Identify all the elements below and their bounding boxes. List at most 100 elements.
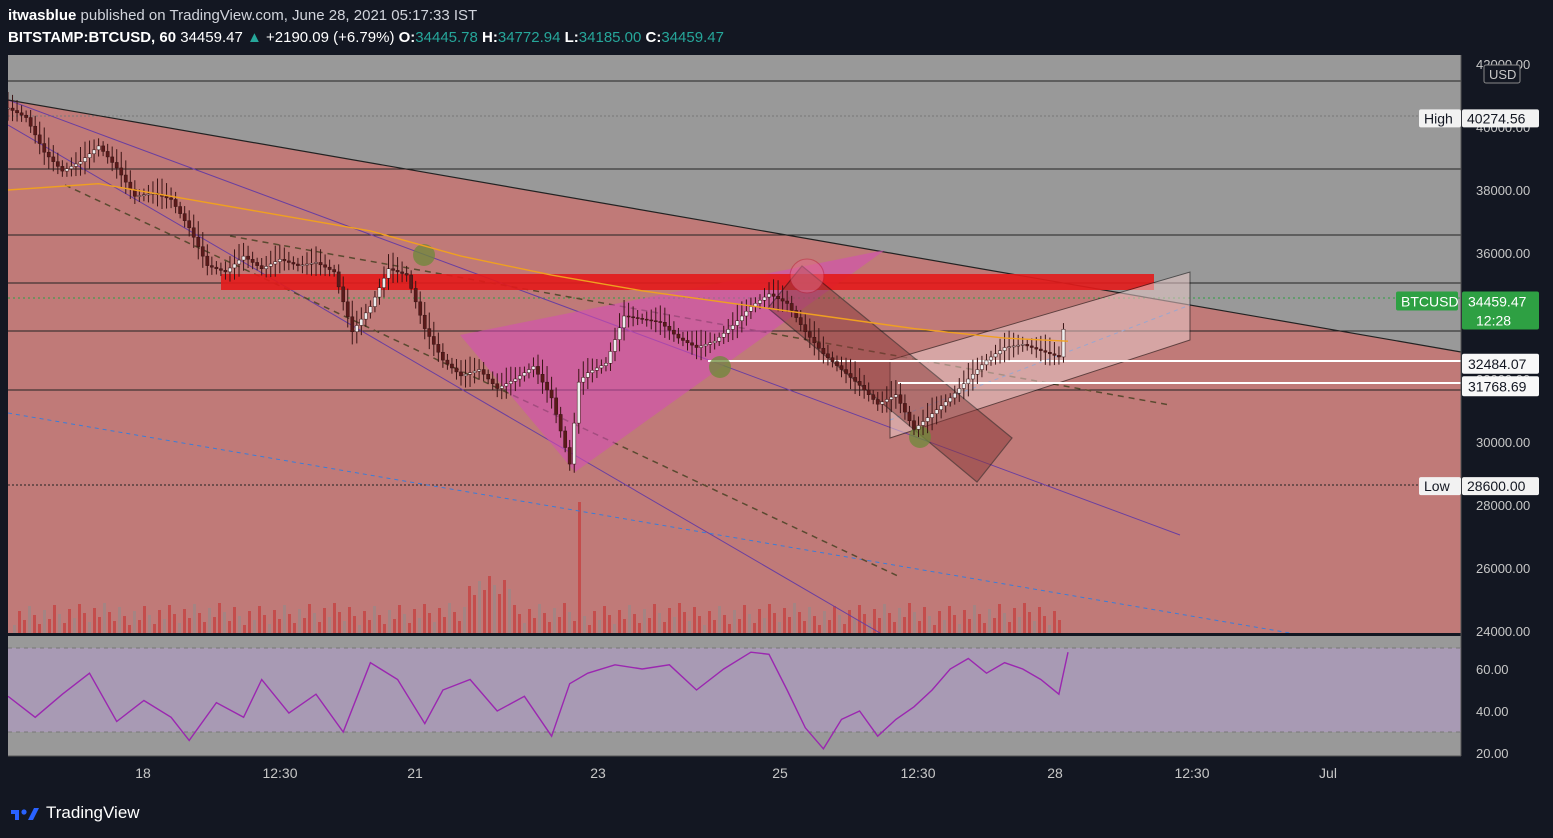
candle-body: [739, 315, 744, 321]
candle-body: [291, 262, 296, 265]
brand[interactable]: TradingView: [10, 803, 140, 823]
candle-body: [780, 298, 785, 302]
volume-bar: [953, 615, 956, 633]
candle-body: [608, 351, 613, 364]
rising-channel: [889, 271, 1191, 439]
volume-bar: [183, 609, 186, 633]
candle-body: [785, 300, 789, 304]
candle-body: [495, 383, 500, 389]
low-value: 34185.00: [578, 29, 642, 46]
price-tick-label: 28000.00: [1476, 498, 1530, 513]
volume-bar: [13, 625, 16, 633]
volume-bar: [988, 609, 991, 633]
candle-body: [554, 397, 558, 415]
candle-body: [1007, 346, 1011, 348]
candle-body: [912, 420, 916, 430]
last-price-value: 34459.47: [1468, 294, 1527, 310]
volume-bar: [703, 625, 706, 633]
candle-body: [980, 364, 984, 370]
candle-body: [585, 372, 590, 378]
candle-body: [866, 389, 871, 395]
volume-bar: [263, 615, 266, 633]
candle-body: [350, 316, 355, 333]
candle-body: [907, 411, 912, 421]
candle-body: [445, 359, 450, 365]
candle-body: [667, 325, 672, 331]
time-tick-label: 12:30: [262, 765, 297, 781]
descending-channel-fill: [8, 100, 1461, 633]
volume-bar: [473, 595, 476, 633]
candle-body: [268, 263, 273, 267]
volume-bar: [883, 604, 886, 633]
symbol-label[interactable]: BITSTAMP:BTCUSD, 60: [8, 29, 177, 46]
volume-bar: [68, 609, 71, 633]
volume-bar: [323, 608, 326, 633]
candle-body: [37, 134, 42, 144]
candle-body: [807, 331, 812, 338]
candle-body: [830, 357, 835, 362]
volume-bar: [793, 603, 796, 633]
volume-bar: [298, 609, 301, 633]
close-value: 34459.47: [661, 29, 724, 46]
volume-bar: [1058, 620, 1061, 633]
candle-body: [114, 162, 119, 169]
volume-bar: [198, 613, 201, 633]
candle-body: [789, 303, 794, 311]
candle-body: [749, 306, 753, 312]
candle-body: [454, 367, 459, 373]
volume-bar: [98, 617, 101, 633]
volume-bar: [543, 613, 546, 633]
candle-body: [499, 385, 504, 389]
candle-body: [989, 356, 993, 361]
volume-bar: [928, 616, 931, 633]
candle-body: [744, 311, 749, 317]
price-tick-label: 26000.00: [1476, 561, 1530, 576]
volume-bar: [613, 624, 616, 633]
rsi-tick-label: 20.00: [1476, 746, 1509, 761]
volume-bar: [668, 608, 671, 633]
candle-body: [1025, 344, 1030, 347]
blue-dashed-support: [8, 412, 1291, 633]
volume-bar: [103, 603, 106, 633]
candle-body: [1029, 345, 1034, 348]
candle-body: [952, 392, 957, 399]
candle-body: [277, 259, 282, 262]
volume-bar: [638, 623, 641, 633]
candle-body: [332, 269, 337, 273]
candle-body: [508, 381, 513, 384]
candle-body: [69, 166, 74, 169]
volume-bar: [393, 619, 396, 633]
volume-bar: [593, 611, 596, 633]
candle-body: [400, 271, 404, 274]
volume-bar: [698, 616, 701, 633]
price-tick-label: 30000.00: [1476, 435, 1530, 450]
candle-body: [826, 353, 830, 358]
volume-bar: [583, 616, 586, 633]
candle-body: [821, 348, 826, 355]
candle-body: [187, 220, 192, 229]
bar-countdown: 12:28: [1476, 313, 1511, 329]
volume-bar: [708, 611, 711, 633]
time-tick-label: 12:30: [1174, 765, 1209, 781]
candle-body: [477, 369, 481, 372]
candle-body: [513, 378, 518, 382]
candle-body: [19, 112, 24, 116]
candle-body: [721, 333, 726, 338]
author-name[interactable]: itwasblue: [8, 7, 77, 24]
volume-bar: [413, 609, 416, 633]
volume-bar: [438, 608, 441, 633]
volume-bar: [428, 613, 431, 633]
volume-bar: [743, 605, 746, 633]
volume-bar: [963, 610, 966, 633]
candle-body: [427, 328, 432, 337]
volume-bar: [168, 605, 171, 633]
candle-body: [490, 378, 495, 384]
candle-body: [418, 301, 423, 316]
volume-bar: [358, 625, 361, 633]
candle-body: [975, 369, 980, 375]
candle-body: [391, 268, 395, 271]
volume-bar: [533, 618, 536, 633]
candle-body: [250, 259, 255, 263]
volume-bar: [663, 622, 666, 633]
